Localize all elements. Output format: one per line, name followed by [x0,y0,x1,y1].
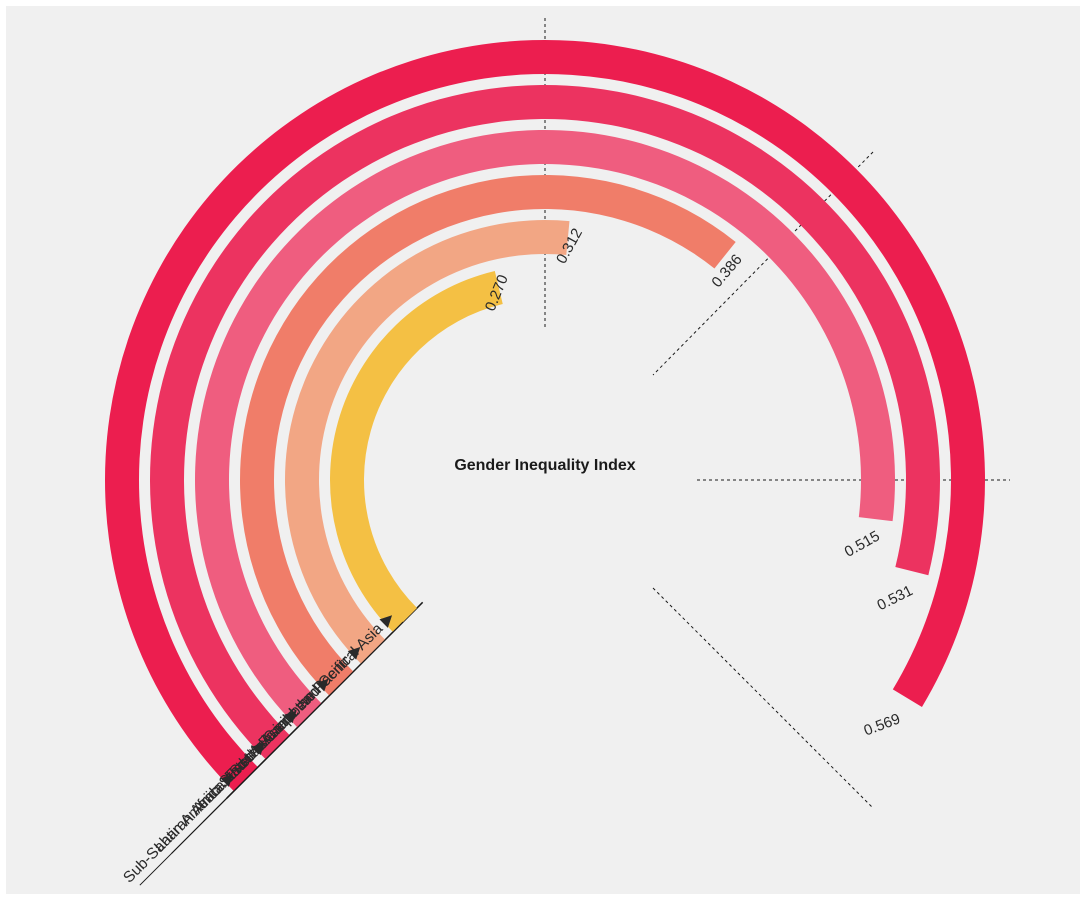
bar-2 [195,129,896,728]
bar-1 [150,84,941,760]
bar-5 [330,270,503,633]
guide-diagonal-lower [652,587,874,809]
guide-diagonal-upper [652,151,874,376]
chart-title: Gender Inequality Index [454,457,635,474]
bars-group [105,39,986,792]
value-label-2: 0.515 [842,528,883,561]
bar-0 [105,39,986,792]
bar-4 [284,219,570,664]
leader-line-5 [298,621,404,727]
bar-3 [240,175,736,696]
value-label-1: 0.531 [874,582,915,614]
value-label-0: 0.569 [862,710,903,739]
